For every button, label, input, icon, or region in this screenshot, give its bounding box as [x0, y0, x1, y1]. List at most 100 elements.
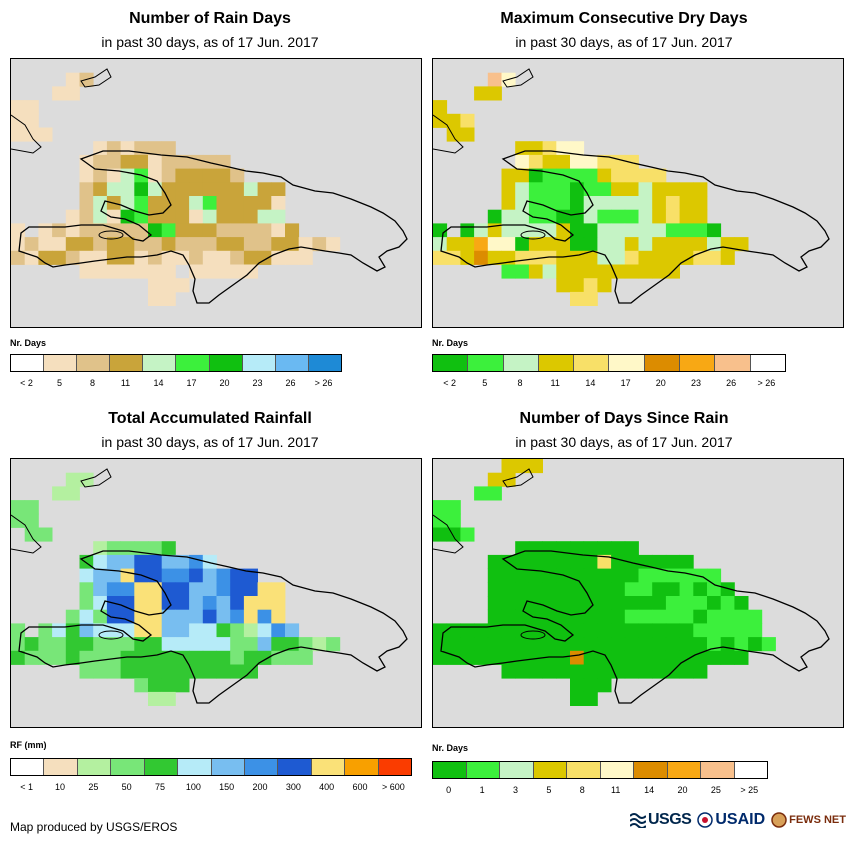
raster-cell — [693, 568, 708, 583]
raster-cell — [148, 664, 163, 679]
raster-cell — [446, 500, 461, 515]
raster-cell — [556, 596, 571, 611]
map-rain-days — [10, 58, 422, 328]
legend-label: 14 — [585, 378, 596, 388]
raster-cell — [487, 486, 502, 501]
legend-label: < 2 — [443, 378, 456, 388]
raster-cell — [161, 568, 176, 583]
raster-cell — [611, 237, 626, 252]
raster-cell — [542, 264, 557, 279]
raster-cell — [583, 291, 598, 306]
legend-label: 11 — [611, 785, 621, 795]
raster-cell — [148, 237, 163, 252]
raster-cell — [679, 609, 694, 624]
legend-swatch — [567, 762, 601, 778]
raster-cell — [570, 691, 585, 706]
island-outline — [433, 468, 830, 704]
raster-cell — [446, 113, 461, 128]
fews-logo-text: FEWS NET — [789, 814, 846, 826]
raster-cell — [665, 250, 680, 265]
raster-cell — [65, 209, 80, 224]
raster-cell — [312, 637, 327, 652]
raster-cell — [570, 650, 585, 665]
map-rainfall — [10, 458, 422, 728]
raster-cell — [501, 209, 516, 224]
raster-cell — [570, 141, 585, 156]
island-outline — [433, 68, 830, 304]
raster-cell — [93, 596, 108, 611]
raster-cell — [597, 154, 612, 169]
raster-cell — [120, 568, 135, 583]
raster-cell — [652, 250, 667, 265]
raster-cell — [515, 623, 530, 638]
raster-cell — [570, 154, 585, 169]
raster-cell — [134, 196, 149, 211]
raster-cell — [175, 196, 190, 211]
raster-cell — [528, 182, 543, 197]
raster-cell — [720, 623, 735, 638]
raster-cell — [665, 637, 680, 652]
panel-title: Number of Days Since Rain — [519, 410, 729, 427]
raster-cell — [106, 568, 121, 583]
raster-cell — [175, 154, 190, 169]
legend-swatch — [734, 762, 767, 778]
panel-subtitle: in past 30 days, as of 17 Jun. 2017 — [515, 434, 733, 450]
raster-cell — [474, 650, 489, 665]
raster-cell — [515, 237, 530, 252]
raster-cell — [679, 596, 694, 611]
legend-swatch — [500, 762, 534, 778]
raster-cell — [707, 609, 722, 624]
raster-cell — [216, 623, 231, 638]
raster-cell — [720, 609, 735, 624]
raster-cell — [134, 182, 149, 197]
raster-cell — [597, 237, 612, 252]
raster-cell — [38, 127, 53, 142]
raster-cell — [679, 664, 694, 679]
raster-cell — [624, 582, 639, 597]
raster-cell — [542, 582, 557, 597]
legend-swatch — [110, 355, 144, 371]
raster-cell — [652, 582, 667, 597]
raster-cell — [583, 237, 598, 252]
legend-labels: < 2 5 8 11 14 17 20 23 26 > 26 — [10, 378, 340, 390]
raster-cell — [106, 664, 121, 679]
raster-cell — [693, 596, 708, 611]
raster-cell — [515, 637, 530, 652]
raster-cell — [189, 609, 204, 624]
raster-cell — [148, 182, 163, 197]
raster-cell — [638, 196, 653, 211]
raster-cell — [501, 168, 516, 183]
raster-cell — [542, 141, 557, 156]
legend-bar — [10, 354, 342, 372]
raster-cell — [93, 223, 108, 238]
raster-cell — [216, 168, 231, 183]
panel-rain-days: Number of Rain Days in past 30 days, as … — [0, 0, 422, 400]
legend-unit: RF (mm) — [10, 740, 47, 750]
raster-cell — [515, 264, 530, 279]
raster-cell — [230, 582, 245, 597]
raster-cell — [487, 582, 502, 597]
raster-cell — [501, 459, 516, 474]
raster-cell — [624, 168, 639, 183]
raster-cell — [665, 650, 680, 665]
legend-label: 1 — [479, 785, 485, 795]
raster-cell — [202, 596, 217, 611]
raster-cell — [202, 554, 217, 569]
raster-cell — [597, 209, 612, 224]
raster-cell — [597, 609, 612, 624]
raster-cell — [515, 459, 530, 474]
raster-cell — [120, 637, 135, 652]
raster-cell — [556, 223, 571, 238]
island-outline — [11, 68, 408, 304]
raster-cell — [11, 223, 26, 238]
raster-cell — [570, 223, 585, 238]
raster-cell — [161, 678, 176, 693]
raster-cell — [542, 168, 557, 183]
raster-cell — [148, 264, 163, 279]
raster-cell — [542, 209, 557, 224]
raster-cell — [65, 650, 80, 665]
raster-cell — [79, 596, 94, 611]
raster-cell — [487, 209, 502, 224]
raster-cell — [243, 182, 258, 197]
raster-cell — [120, 154, 135, 169]
